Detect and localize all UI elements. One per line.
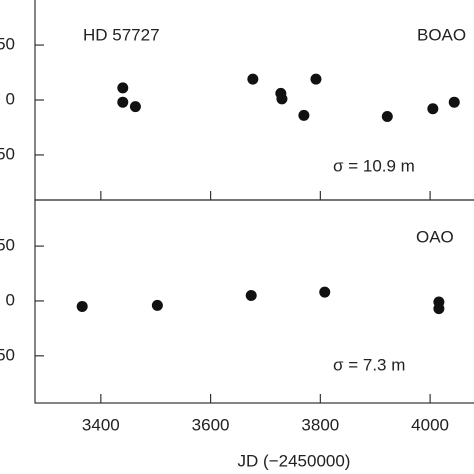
y-tick-label: 0 <box>6 290 15 309</box>
point <box>245 289 257 301</box>
point <box>448 96 460 108</box>
point <box>117 96 129 108</box>
x-tick-label: 3600 <box>192 415 230 434</box>
y-tick-label: 0 <box>6 89 15 108</box>
y-tick-label: 50 <box>0 144 15 163</box>
point <box>117 82 129 94</box>
point <box>310 73 322 85</box>
x-tick-label: 3400 <box>82 415 120 434</box>
point <box>433 303 445 315</box>
y-tick-label: 50 <box>0 345 15 364</box>
point <box>298 109 310 121</box>
annotation: σ = 10.9 m <box>333 156 415 175</box>
x-tick-label: 3800 <box>301 415 339 434</box>
y-tick-label: 50 <box>0 35 15 54</box>
x-axis-label: JD (−2450000) <box>238 451 351 470</box>
annotation: σ = 7.3 m <box>333 355 405 374</box>
annotation: OAO <box>416 227 454 246</box>
point <box>427 103 439 115</box>
point <box>381 110 393 122</box>
point <box>276 93 288 105</box>
point <box>151 299 163 311</box>
point <box>129 101 141 113</box>
annotation: HD 57727 <box>83 25 160 44</box>
y-tick-label: 50 <box>0 236 15 255</box>
bottom-panel-frame <box>34 199 474 404</box>
annotation: BOAO <box>417 25 466 44</box>
point <box>76 300 88 312</box>
point <box>247 73 259 85</box>
x-tick-label: 4000 <box>411 415 449 434</box>
point <box>319 286 331 298</box>
